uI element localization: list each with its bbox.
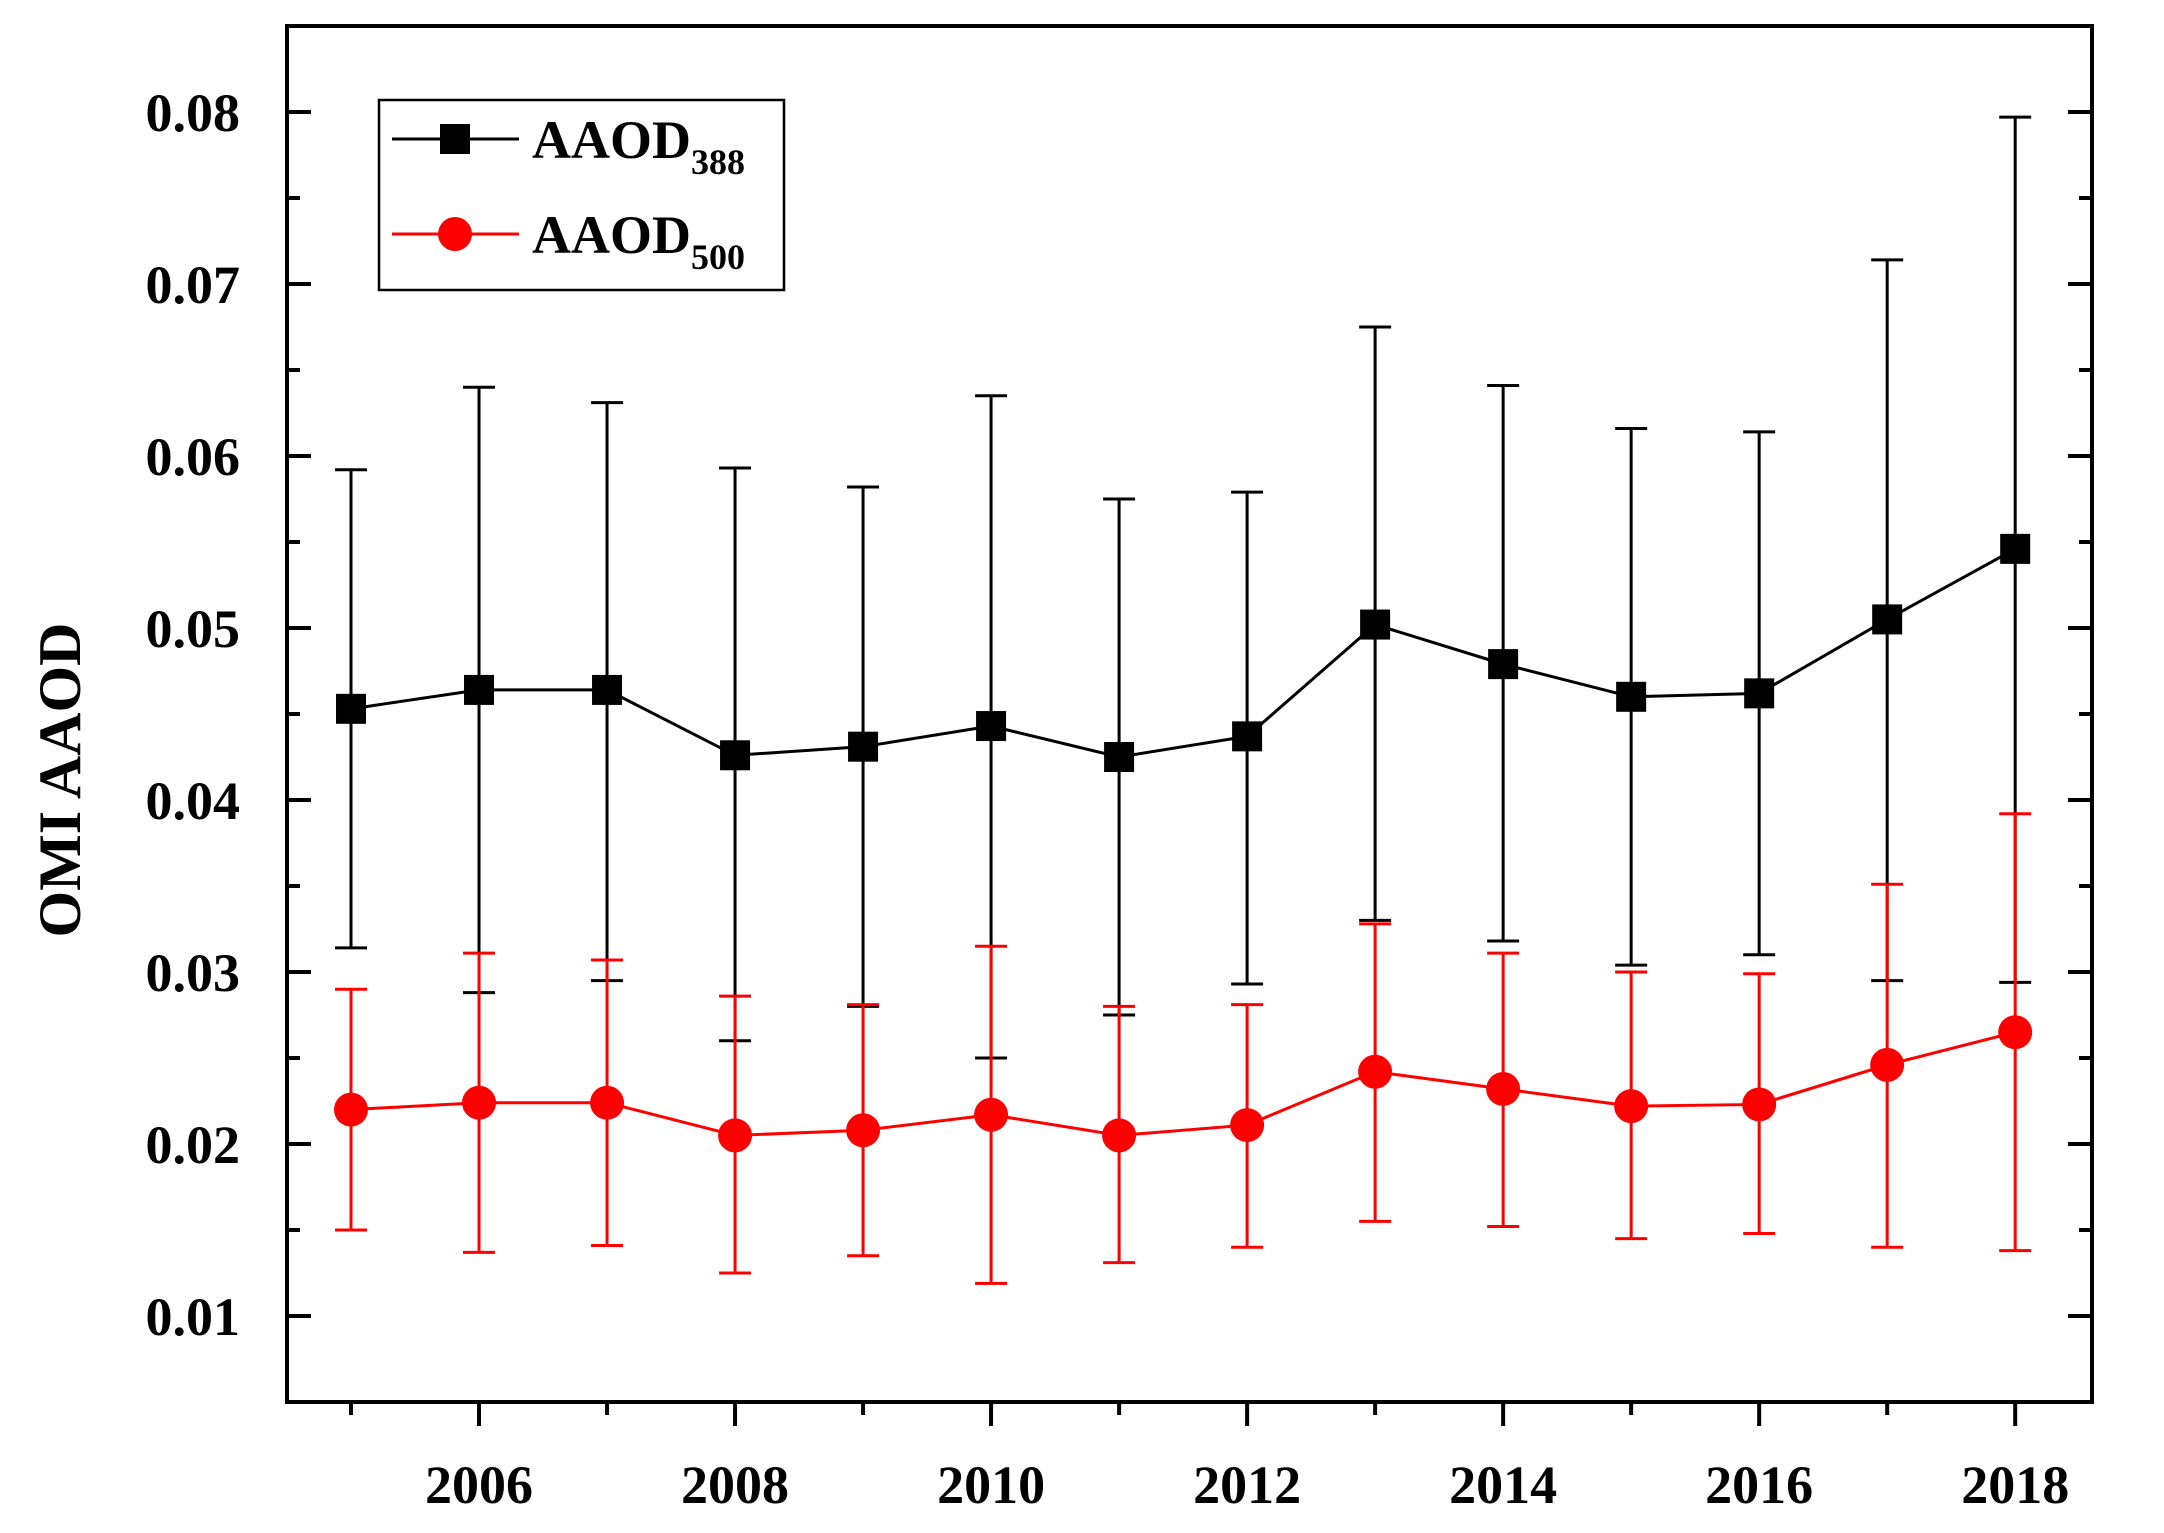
legend-label-main: AAOD xyxy=(532,110,691,170)
y-tick-label: 0.02 xyxy=(146,1115,241,1175)
y-tick-label: 0.03 xyxy=(146,943,241,1003)
series-AAOD388 xyxy=(335,115,2032,1060)
data-point xyxy=(720,740,751,771)
plot-layer: 0.01 0.02 0.03 0.04 0.05 0.06 0.07 0.08 2006 2008… xyxy=(146,24,2094,1515)
y-tick-label: 0.01 xyxy=(146,1287,241,1347)
x-tick-label: 2012 xyxy=(1193,1455,1301,1515)
x-tick-label: 2014 xyxy=(1449,1455,1557,1515)
data-point xyxy=(718,1118,753,1153)
data-point xyxy=(846,1113,881,1148)
data-point xyxy=(1998,1015,2033,1050)
data-point xyxy=(462,1085,497,1120)
legend-marker-square xyxy=(440,124,470,154)
data-point xyxy=(1230,1108,1265,1143)
data-point xyxy=(1614,1089,1649,1124)
data-point xyxy=(974,1097,1009,1132)
legend-label: AAOD500 xyxy=(532,205,745,277)
series-line xyxy=(350,547,2016,759)
data-point xyxy=(1360,609,1391,640)
data-point xyxy=(1742,1087,1777,1122)
legend-marker-circle xyxy=(438,217,472,251)
y-tick-label: 0.05 xyxy=(146,599,241,659)
data-point xyxy=(1486,1071,1521,1106)
data-point xyxy=(592,674,623,705)
data-point xyxy=(1358,1054,1393,1089)
x-tick-label: 2006 xyxy=(425,1455,533,1515)
data-point xyxy=(976,711,1007,742)
data-point xyxy=(590,1085,625,1120)
x-tick-label: 2018 xyxy=(1961,1455,2069,1515)
y-tick-label: 0.07 xyxy=(146,255,241,315)
data-point xyxy=(1488,649,1519,680)
data-point xyxy=(334,1092,369,1127)
data-point xyxy=(1872,604,1903,635)
data-point xyxy=(336,693,367,724)
legend-label-subscript: 388 xyxy=(691,142,745,182)
x-tick-label: 2008 xyxy=(681,1455,789,1515)
series-AAOD500 xyxy=(334,812,2033,1285)
legend-label-subscript: 500 xyxy=(691,237,745,277)
y-tick-label: 0.08 xyxy=(146,83,241,143)
data-point xyxy=(464,674,495,705)
data-point xyxy=(1744,678,1775,709)
legend-label-main: AAOD xyxy=(532,205,691,265)
x-tick-label: 2016 xyxy=(1705,1455,1813,1515)
data-point xyxy=(2000,533,2031,564)
series-line xyxy=(350,1030,2016,1137)
x-tick-label: 2010 xyxy=(937,1455,1045,1515)
legend-label: AAOD388 xyxy=(532,110,745,182)
data-point xyxy=(1232,721,1263,752)
data-point xyxy=(1870,1047,1905,1082)
data-point xyxy=(848,731,879,762)
y-tick-label: 0.06 xyxy=(146,427,241,487)
data-point xyxy=(1102,1118,1137,1153)
data-point xyxy=(1104,742,1135,772)
y-tick-label: 0.04 xyxy=(146,771,241,831)
data-point xyxy=(1616,681,1647,712)
y-axis-title: OMI AAOD xyxy=(27,623,93,938)
